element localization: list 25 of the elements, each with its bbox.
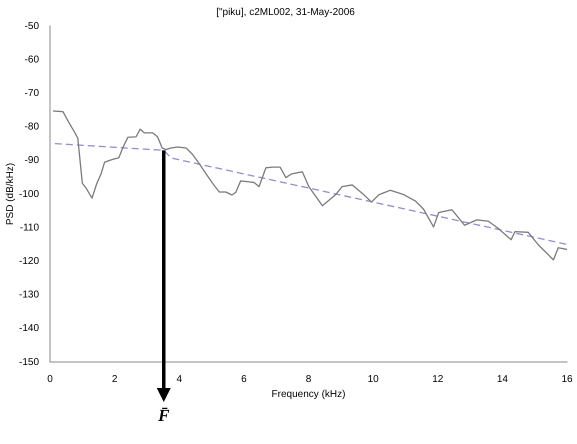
y-tick-label: -130 <box>19 290 40 301</box>
x-tick-label: 4 <box>176 374 182 385</box>
x-tick-label: 6 <box>241 374 248 385</box>
y-tick-label: -50 <box>24 20 40 32</box>
y-tick-label: -60 <box>24 54 40 66</box>
y-tick-label: -110 <box>20 222 40 234</box>
y-tick-label: -70 <box>24 88 40 99</box>
y-tick-label: -120 <box>19 256 40 267</box>
line-series <box>54 142 567 246</box>
y-tick-label: -80 <box>24 122 40 133</box>
x-tick-label: 10 <box>368 374 380 385</box>
x-tick-label: 2 <box>112 374 118 385</box>
annotation: F̄ <box>157 406 170 425</box>
y-tick-label: -150 <box>19 356 40 368</box>
y-tick-label: -90 <box>24 155 40 166</box>
x-tick-label: 8 <box>306 374 312 385</box>
x-axis-title: Frequency (kHz) <box>272 388 346 400</box>
chart-title: ["piku], c2ML002, 31-May-2006 <box>216 6 356 18</box>
x-tick-label: 16 <box>561 374 573 385</box>
x-tick-label: 14 <box>496 374 508 385</box>
y-axis-title: PSD (dB/kHz) <box>4 162 16 226</box>
y-tick-label: -140 <box>19 323 40 334</box>
y-tick-label: -100 <box>19 188 40 200</box>
x-tick-label: 12 <box>432 374 444 385</box>
x-tick-label: 0 <box>47 374 54 385</box>
